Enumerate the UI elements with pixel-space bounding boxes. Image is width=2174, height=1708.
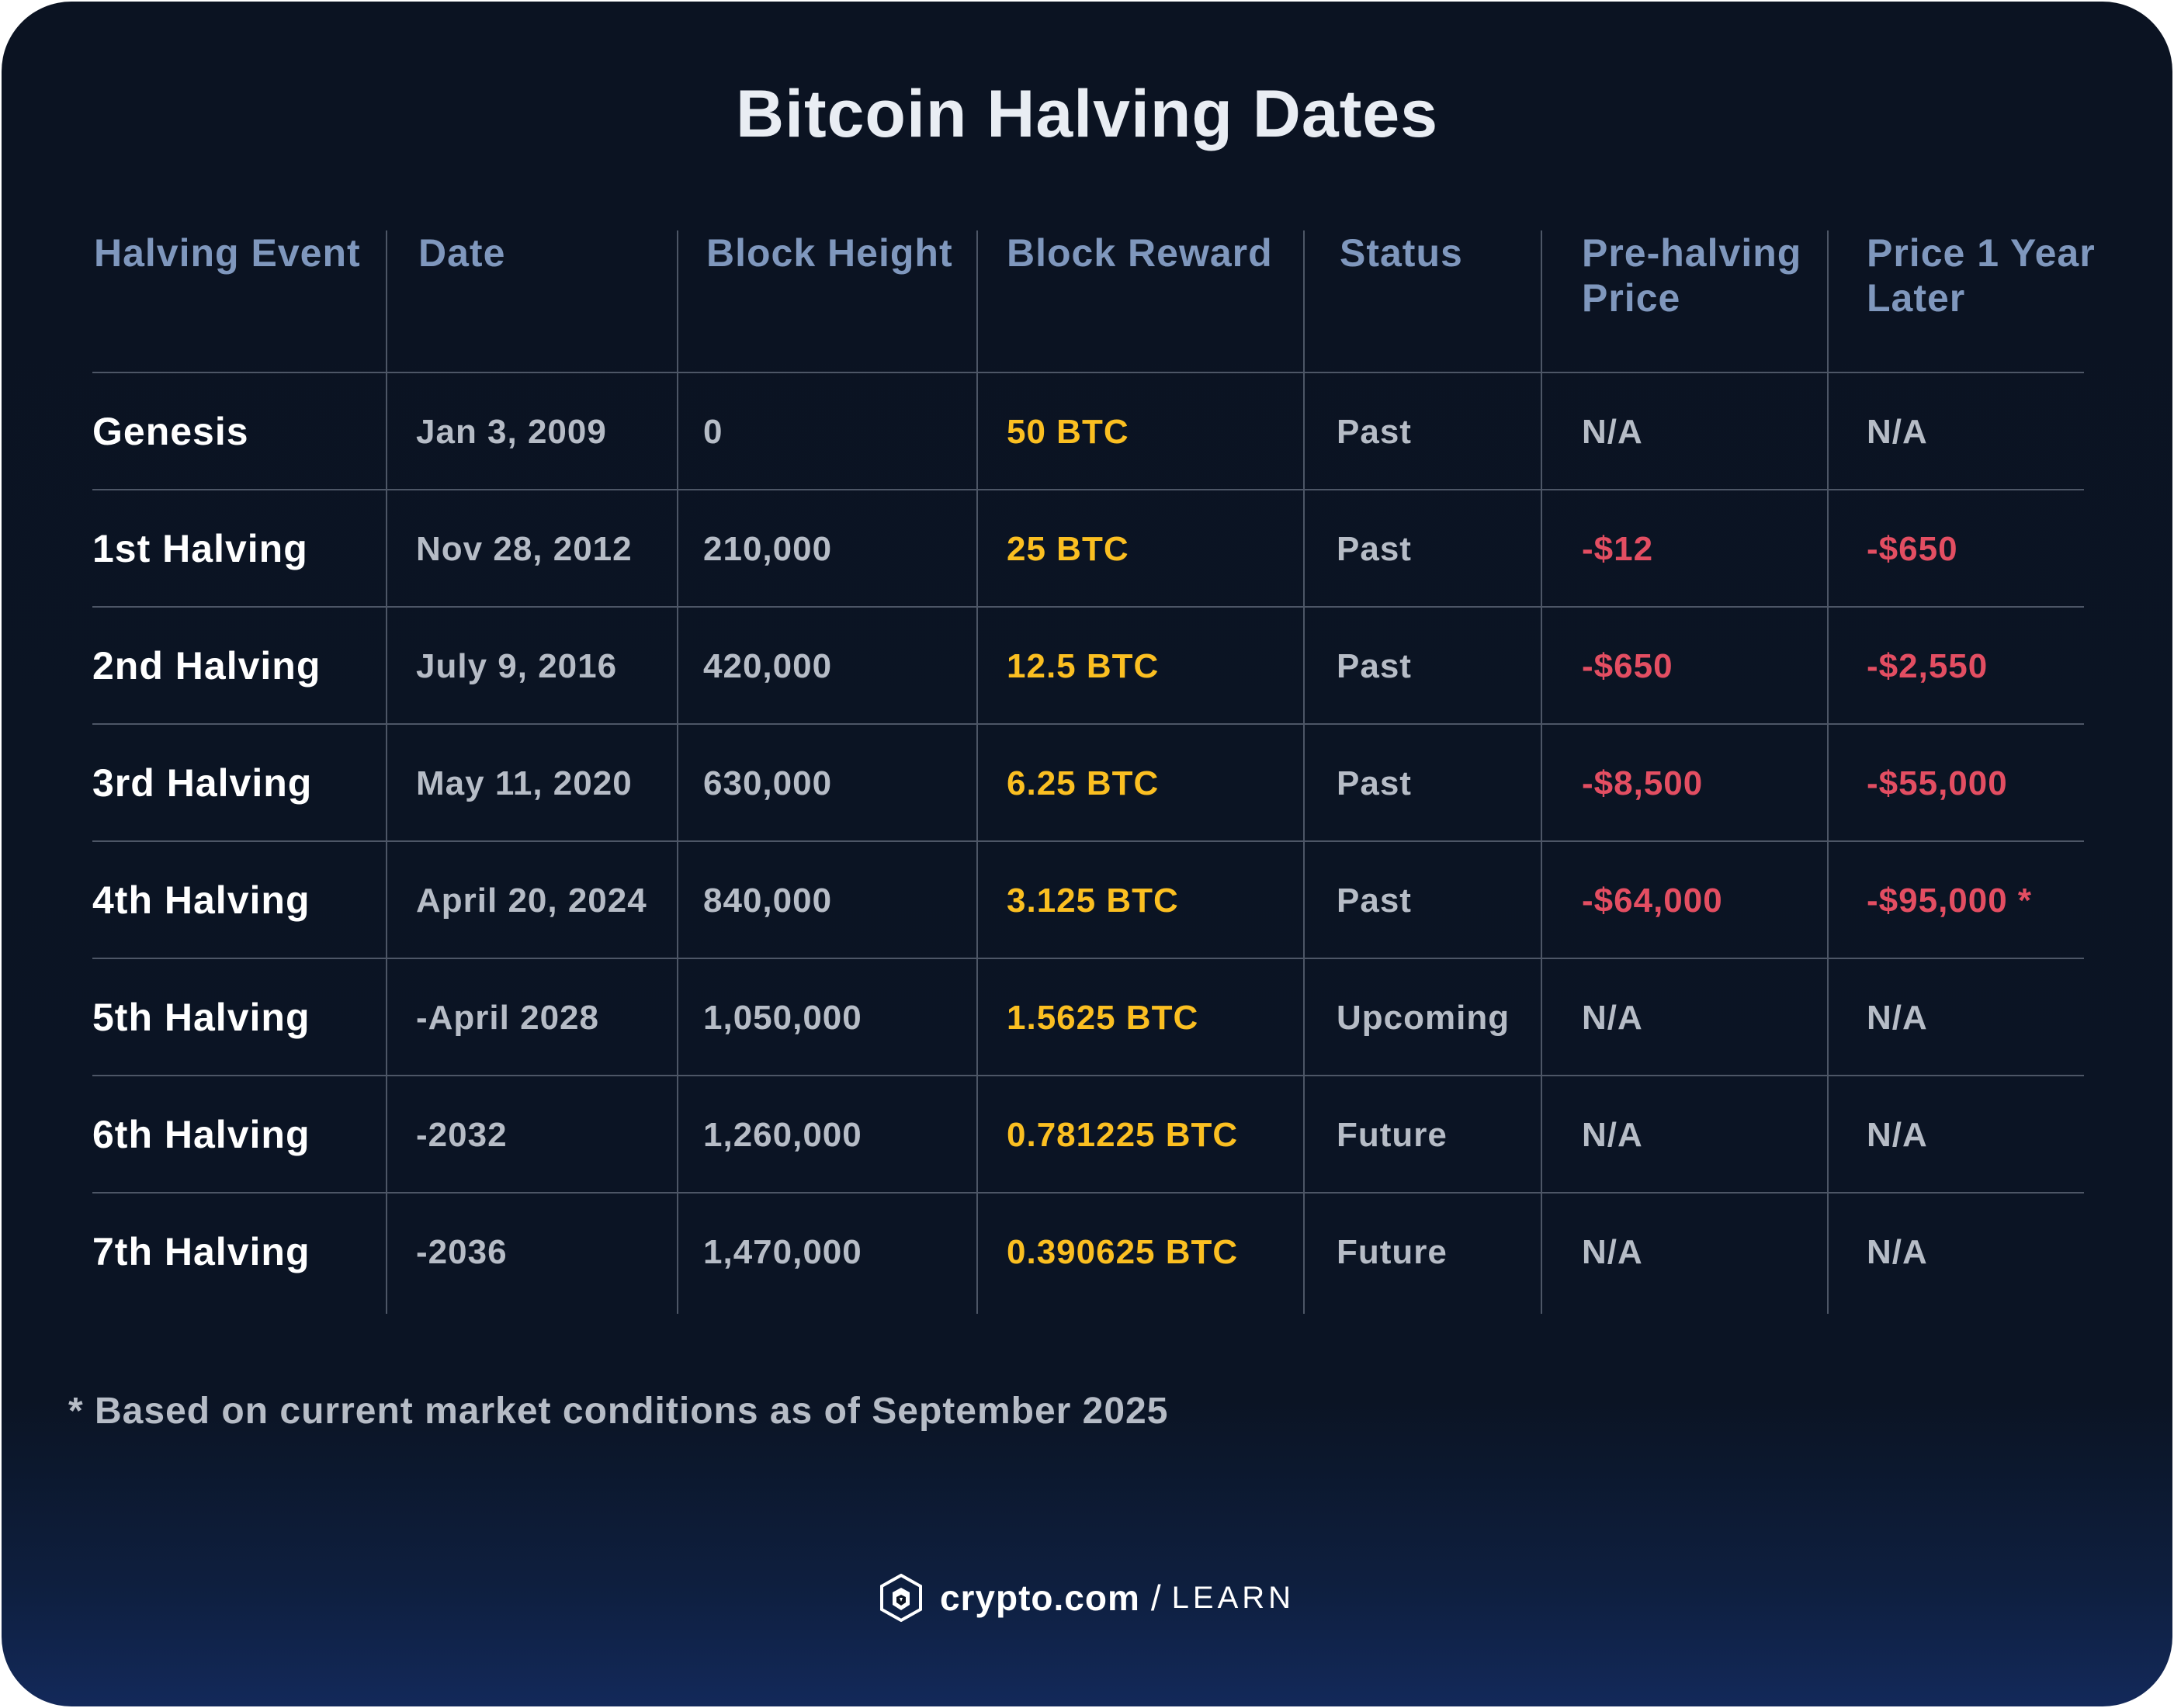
- cell-status: Upcoming: [1337, 999, 1510, 1037]
- cell-block-reward: 0.781225 BTC: [1007, 1116, 1239, 1154]
- row-divider: [92, 606, 2084, 608]
- cell-price-1-year-later: N/A: [1867, 1233, 1928, 1271]
- header-price-1-year-later: Price 1 Year Later: [1867, 231, 2096, 320]
- cell-date: -2036: [416, 1233, 508, 1271]
- cell-block-reward: 0.390625 BTC: [1007, 1233, 1239, 1271]
- cell-block-reward: 1.5625 BTC: [1007, 999, 1199, 1037]
- cell-pre-halving-price: -$12: [1582, 530, 1654, 568]
- cell-pre-halving-price: -$8,500: [1582, 764, 1704, 802]
- row-divider: [92, 1075, 2084, 1076]
- crypto-com-lion-shield-icon: [879, 1574, 922, 1622]
- cell-date: Jan 3, 2009: [416, 413, 607, 451]
- cell-pre-halving-price: -$64,000: [1582, 882, 1723, 920]
- cell-block-reward: 12.5 BTC: [1007, 647, 1160, 685]
- cell-event: 1st Halving: [92, 527, 308, 570]
- row-divider: [92, 1192, 2084, 1194]
- cell-pre-halving-price: -$650: [1582, 647, 1673, 685]
- cell-date: April 20, 2024: [416, 882, 647, 920]
- cell-date: -2032: [416, 1116, 508, 1154]
- header-date: Date: [418, 231, 506, 275]
- row-divider: [92, 372, 2084, 373]
- cell-status: Past: [1337, 530, 1412, 568]
- cell-price-1-year-later: -$650: [1867, 530, 1958, 568]
- cell-block-height: 420,000: [703, 647, 833, 685]
- brand-footer: crypto.com / LEARN: [2, 1571, 2172, 1625]
- page-title: Bitcoin Halving Dates: [735, 77, 1439, 151]
- cell-block-height: 630,000: [703, 764, 833, 802]
- cell-block-height: 840,000: [703, 882, 833, 920]
- cell-block-reward: 25 BTC: [1007, 530, 1129, 568]
- brand-name: crypto.com: [939, 1578, 1140, 1618]
- header-block-height: Block Height: [706, 231, 953, 275]
- footnote: * Based on current market conditions as …: [68, 1391, 1169, 1432]
- cell-event: 2nd Halving: [92, 644, 321, 688]
- row-divider: [92, 840, 2084, 842]
- header-halving-event: Halving Event: [94, 231, 361, 275]
- cell-status: Past: [1337, 882, 1412, 920]
- cell-price-1-year-later: N/A: [1867, 999, 1928, 1037]
- cell-price-1-year-later: -$2,550: [1867, 647, 1988, 685]
- column-divider: [1303, 230, 1305, 1314]
- cell-event: 7th Halving: [92, 1230, 310, 1273]
- cell-status: Past: [1337, 764, 1412, 802]
- cell-event: 4th Halving: [92, 878, 310, 922]
- cell-block-height: 210,000: [703, 530, 833, 568]
- cell-event: Genesis: [92, 410, 249, 453]
- cell-price-1-year-later: N/A: [1867, 413, 1928, 451]
- cell-pre-halving-price: N/A: [1582, 1116, 1643, 1154]
- cell-block-height: 1,050,000: [703, 999, 862, 1037]
- cell-price-1-year-later: N/A: [1867, 1116, 1928, 1154]
- cell-status: Future: [1337, 1116, 1448, 1154]
- cell-status: Past: [1337, 413, 1412, 451]
- cell-pre-halving-price: N/A: [1582, 999, 1643, 1037]
- cell-date: July 9, 2016: [416, 647, 618, 685]
- column-divider: [386, 230, 387, 1314]
- cell-date: -April 2028: [416, 999, 599, 1037]
- cell-event: 6th Halving: [92, 1113, 310, 1156]
- row-divider: [92, 958, 2084, 959]
- cell-block-height: 1,470,000: [703, 1233, 862, 1271]
- row-divider: [92, 723, 2084, 725]
- column-divider: [976, 230, 978, 1314]
- column-divider: [677, 230, 678, 1314]
- header-status: Status: [1340, 231, 1463, 275]
- header-block-reward: Block Reward: [1007, 231, 1273, 275]
- column-divider: [1827, 230, 1829, 1314]
- halving-table: Halving Event Date Block Height Block Rewar…: [92, 230, 2095, 1314]
- cell-pre-halving-price: N/A: [1582, 1233, 1643, 1271]
- cell-date: Nov 28, 2012: [416, 530, 633, 568]
- cell-price-1-year-later: -$55,000: [1867, 764, 2008, 802]
- cell-block-reward: 3.125 BTC: [1007, 882, 1179, 920]
- cell-block-reward: 6.25 BTC: [1007, 764, 1160, 802]
- header-pre-halving-price: Pre-halving Price: [1582, 231, 1802, 320]
- cell-pre-halving-price: N/A: [1582, 413, 1643, 451]
- cell-price-1-year-later: -$95,000 *: [1867, 882, 2033, 920]
- cell-status: Future: [1337, 1233, 1448, 1271]
- row-divider: [92, 489, 2084, 490]
- cell-block-height: 1,260,000: [703, 1116, 862, 1154]
- cell-date: May 11, 2020: [416, 764, 633, 802]
- cell-block-height: 0: [703, 413, 723, 451]
- cell-event: 3rd Halving: [92, 761, 313, 805]
- cell-block-reward: 50 BTC: [1007, 413, 1129, 451]
- brand-slash: /: [1150, 1578, 1161, 1618]
- column-divider: [1541, 230, 1542, 1314]
- cell-event: 5th Halving: [92, 996, 310, 1039]
- brand-section: LEARN: [1171, 1580, 1295, 1615]
- cell-status: Past: [1337, 647, 1412, 685]
